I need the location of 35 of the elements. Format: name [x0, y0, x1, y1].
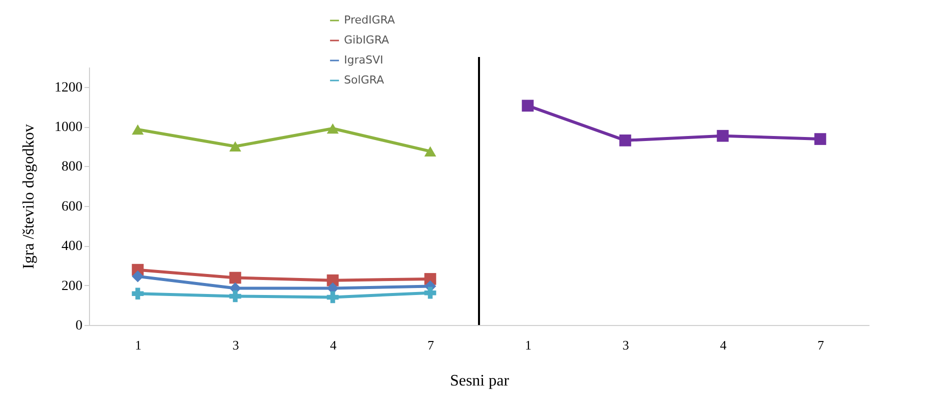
point — [619, 134, 632, 146]
y-tick-label: 800 — [62, 160, 82, 175]
point — [132, 270, 144, 282]
x-axis-title: Sesni par — [450, 372, 510, 390]
x-tick-label: 1 — [135, 338, 142, 352]
x-tick-label: 1 — [525, 338, 532, 352]
y-tick-label: 200 — [62, 278, 82, 294]
point — [326, 123, 339, 134]
point — [716, 130, 729, 142]
y-tick-label: 1000 — [54, 120, 82, 136]
x-tick-label: 4 — [330, 338, 337, 352]
point — [229, 272, 242, 284]
point — [522, 100, 534, 112]
x-tick-label: 4 — [720, 338, 727, 352]
x-tick-label: 7 — [428, 338, 434, 352]
point — [326, 291, 339, 304]
legend-label: PredIGRA — [344, 14, 396, 26]
y-tick-label: 400 — [62, 239, 82, 254]
y-tick-label: 0 — [76, 318, 82, 334]
point — [229, 141, 242, 152]
point — [814, 133, 826, 145]
point — [132, 288, 144, 300]
x-tick-label: 3 — [622, 338, 629, 352]
legend-label: GibIGRA — [344, 34, 390, 46]
y-tick-label: 1200 — [54, 80, 82, 96]
legend-label: IgraSVI — [344, 54, 384, 66]
point — [132, 124, 144, 135]
x-tick-label: 3 — [232, 338, 239, 352]
point — [424, 286, 436, 299]
legend-label: SolGRA — [344, 74, 384, 86]
x-tick-label: 7 — [818, 338, 824, 352]
y-axis-title: Igra /število dogodkov — [20, 124, 38, 269]
point — [229, 290, 242, 302]
y-tick-label: 600 — [62, 199, 82, 214]
point — [424, 146, 436, 156]
